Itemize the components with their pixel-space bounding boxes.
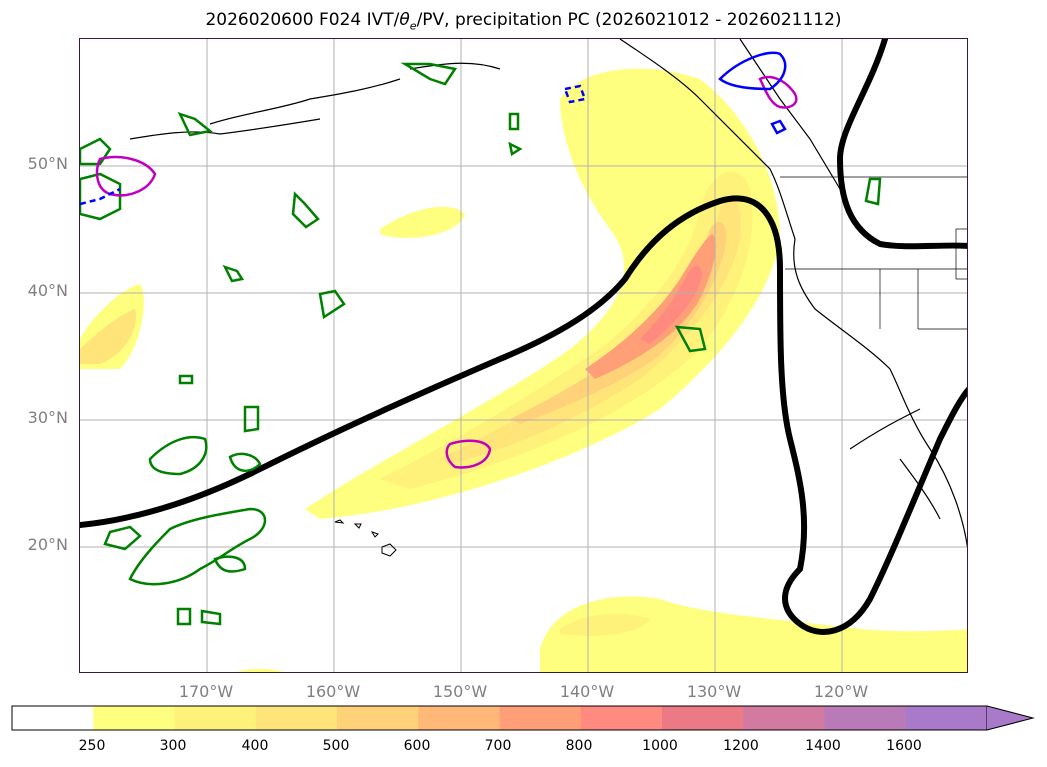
colorbar-segment [743, 706, 825, 730]
colorbar-segment [255, 706, 338, 730]
colorbar-segment [824, 706, 907, 730]
colorbar-segment [337, 706, 419, 730]
lon-label-170w: 170°W [178, 682, 234, 701]
lon-label-160w: 160°W [305, 682, 361, 701]
colorbar-segment [174, 706, 257, 730]
cbar-tick-1000: 1000 [642, 738, 678, 754]
lon-label-150w: 150°W [432, 682, 488, 701]
ivt-shading [80, 68, 967, 672]
colorbar-segment [499, 706, 582, 730]
cbar-tick-1200: 1200 [723, 738, 759, 754]
title-theta-sub: e [409, 19, 417, 33]
colorbar-segment [905, 706, 988, 730]
lat-label-30n: 30°N [27, 408, 68, 427]
title-theta: θ [399, 10, 410, 30]
hawaii-islands [334, 519, 397, 557]
colorbar-segment [93, 706, 175, 730]
colorbar-segment [580, 706, 663, 730]
pv-green-contours [80, 62, 882, 626]
map-canvas [80, 39, 967, 672]
colorbar-segment [662, 706, 744, 730]
colorbar [11, 705, 1035, 731]
pv-magenta-contours [95, 75, 798, 469]
cbar-tick-300: 300 [159, 738, 187, 754]
lat-label-50n: 50°N [27, 154, 68, 173]
map-panel [79, 38, 968, 673]
cbar-tick-400: 400 [241, 738, 269, 754]
colorbar-segment [12, 706, 94, 730]
lon-label-140w: 140°W [559, 682, 615, 701]
cbar-tick-250: 250 [78, 738, 106, 754]
cbar-tick-600: 600 [403, 738, 431, 754]
map-title: 2026020600 F024 IVT/θe/PV, precipitation… [0, 10, 1047, 32]
lon-label-120w: 120°W [813, 682, 869, 701]
colorbar-segment [418, 706, 500, 730]
graticule [80, 39, 967, 672]
cbar-tick-1600: 1600 [886, 738, 922, 754]
title-main: 2026020600 F024 IVT/ [205, 10, 400, 30]
lat-label-40n: 40°N [27, 281, 68, 300]
lon-label-130w: 130°W [686, 682, 742, 701]
cbar-tick-800: 800 [565, 738, 593, 754]
theta-e-contour [80, 39, 967, 635]
borders [780, 176, 967, 330]
cbar-tick-1400: 1400 [805, 738, 841, 754]
title-rest: /PV, precipitation PC (2026021012 - 2026… [416, 10, 842, 30]
cbar-tick-500: 500 [322, 738, 350, 754]
pv-blue-contours [80, 51, 787, 206]
cbar-tick-700: 700 [484, 738, 512, 754]
lat-label-20n: 20°N [27, 535, 68, 554]
